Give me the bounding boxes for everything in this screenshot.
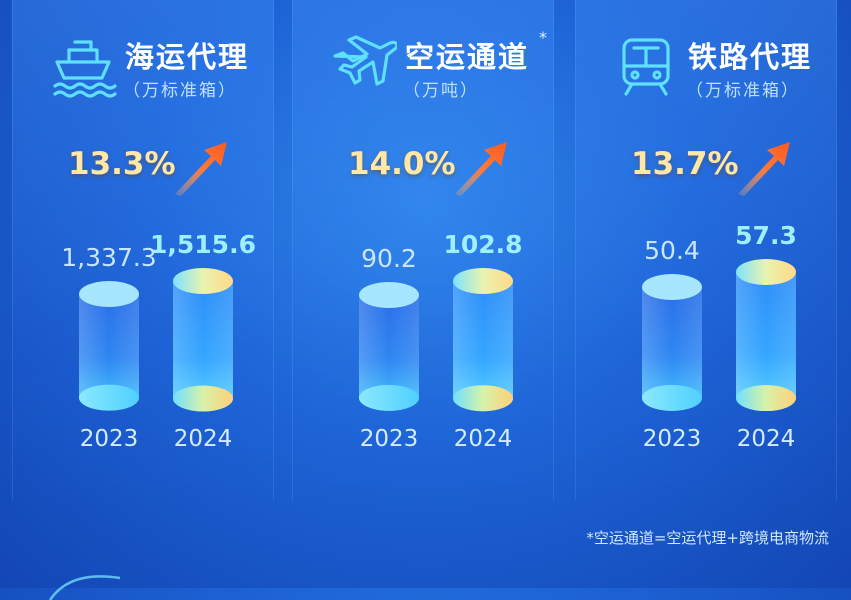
bar-2023	[79, 281, 139, 411]
year-label-2023: 2023	[642, 426, 702, 452]
year-label-2023: 2023	[79, 426, 139, 452]
ship-icon	[53, 40, 117, 98]
panel-unit: （万吨）	[403, 81, 479, 101]
footnote: *空运通道=空运代理+跨境电商物流	[586, 529, 829, 547]
value-label-2023: 90.2	[361, 244, 417, 274]
bar-2023	[642, 274, 702, 411]
year-label-2024: 2024	[173, 426, 233, 452]
value-label-2023: 50.4	[644, 236, 700, 266]
bar-2024	[453, 267, 513, 411]
panel-unit: （万标准箱）	[123, 81, 237, 101]
panel-title: 铁路代理	[688, 40, 813, 74]
growth-arrow-icon	[738, 142, 790, 196]
growth-rate: 14.0%	[348, 146, 456, 182]
train-icon	[622, 38, 670, 96]
air-freight-panel: 空运通道 * （万吨） 14.0% 90.2 2023 102.8 2024	[292, 0, 554, 500]
panel-title: 海运代理	[125, 40, 250, 74]
bar-2023	[359, 282, 419, 411]
sea-freight-panel: 海运代理 （万标准箱） 13.3% 1,337.3 2023 1,515.6 2024	[12, 0, 274, 500]
growth-arrow-icon	[175, 142, 227, 196]
value-label-2024: 102.8	[443, 229, 523, 259]
bar-2024	[736, 258, 796, 411]
panel-title: 空运通道	[405, 40, 530, 74]
value-label-2023: 1,337.3	[61, 243, 157, 273]
rail-freight-panel: 铁路代理 （万标准箱） 13.7% 50.4 2023 57.3 2024	[575, 0, 837, 500]
year-label-2024: 2024	[453, 426, 513, 452]
airplane-icon	[333, 35, 397, 86]
panel-header: 海运代理 （万标准箱）	[13, 24, 273, 104]
year-label-2023: 2023	[359, 426, 419, 452]
panel-header: 铁路代理 （万标准箱）	[576, 24, 836, 104]
bar-2024	[173, 267, 233, 411]
growth-rate: 13.7%	[631, 146, 739, 182]
growth-rate: 13.3%	[68, 146, 176, 182]
year-label-2024: 2024	[736, 426, 796, 452]
decorative-swoosh	[48, 575, 121, 600]
growth-arrow-icon	[455, 142, 507, 196]
value-label-2024: 57.3	[735, 220, 797, 250]
panel-unit: （万标准箱）	[686, 81, 800, 101]
value-label-2024: 1,515.6	[150, 229, 256, 259]
title-footnote-marker: *	[539, 28, 547, 47]
panel-header: 空运通道 * （万吨）	[293, 24, 553, 104]
